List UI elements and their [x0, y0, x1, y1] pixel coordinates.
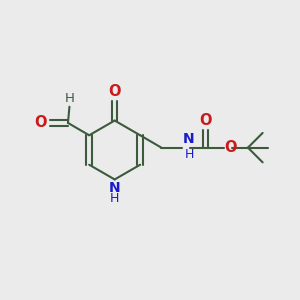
Text: O: O — [34, 116, 47, 130]
Text: H: H — [185, 148, 194, 160]
Text: O: O — [224, 140, 237, 155]
Text: H: H — [110, 192, 119, 205]
Text: O: O — [199, 113, 212, 128]
Text: N: N — [109, 181, 121, 195]
Text: H: H — [64, 92, 74, 105]
Text: O: O — [108, 84, 121, 99]
Text: N: N — [183, 132, 194, 145]
